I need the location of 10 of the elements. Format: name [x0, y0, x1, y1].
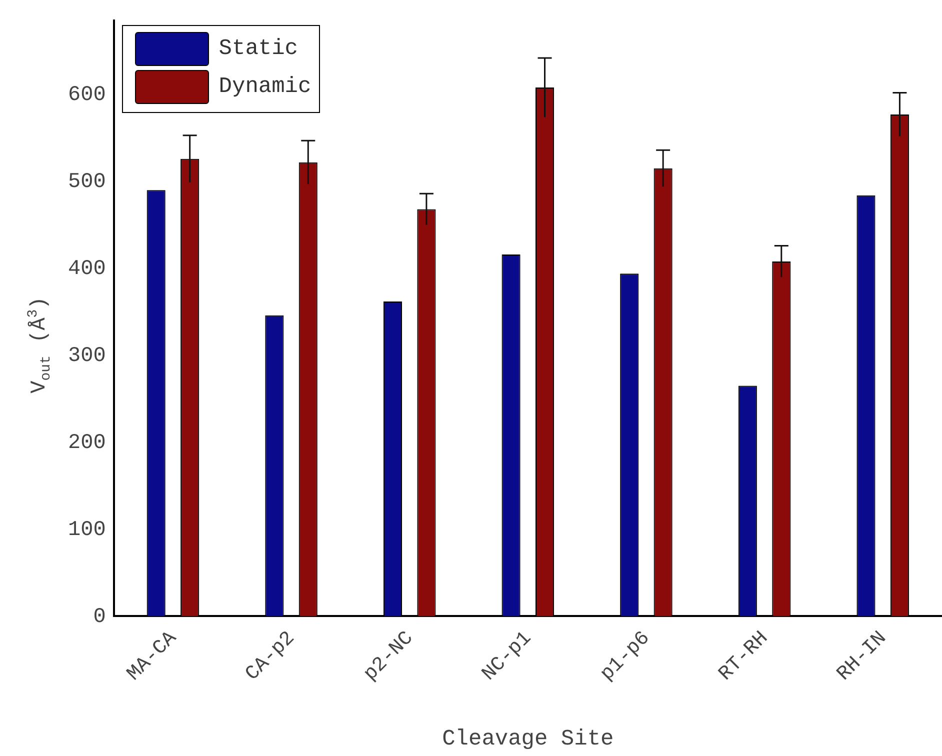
- y-tick-label: 600: [68, 84, 106, 108]
- y-tick-label: 200: [68, 432, 106, 455]
- y-tick-label: 0: [93, 606, 106, 629]
- legend-label: Static: [218, 36, 298, 62]
- legend-label: Dynamic: [218, 74, 312, 100]
- x-axis-title: Cleavage Site: [442, 726, 614, 752]
- y-tick-label: 400: [68, 258, 106, 281]
- y-tick-label: 500: [68, 171, 106, 194]
- y-tick-label: 100: [68, 518, 106, 542]
- y-tick-label: 300: [68, 344, 106, 368]
